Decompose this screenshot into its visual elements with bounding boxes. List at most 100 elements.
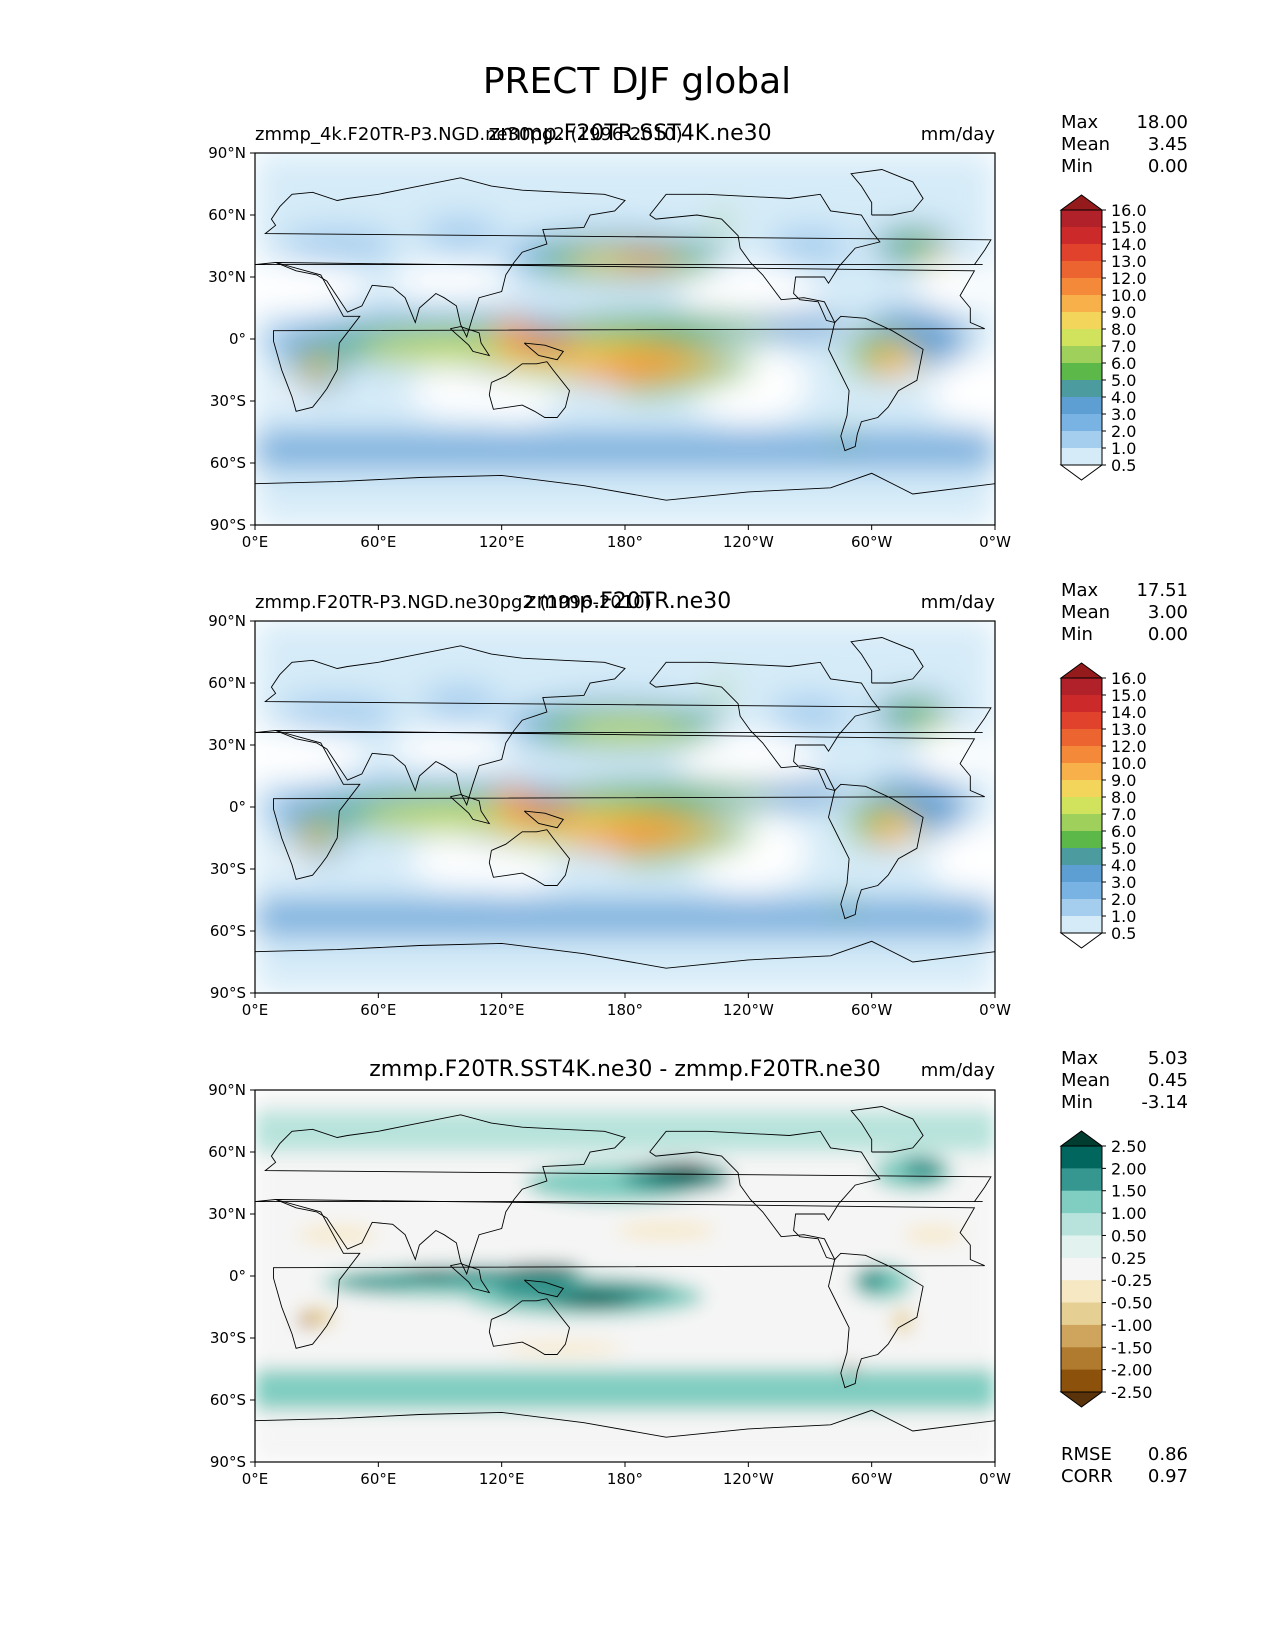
y-tick-label: 60°N <box>208 1143 246 1161</box>
colorbar-label: 8.0 <box>1111 320 1136 339</box>
y-tick-label: 90°S <box>210 516 246 534</box>
colorbar-label: 14.0 <box>1111 235 1147 254</box>
coastlines <box>255 1106 995 1462</box>
stat-label: Max <box>1061 580 1099 601</box>
coastline <box>255 1114 992 1276</box>
precip-region <box>892 1309 913 1334</box>
colorbar-label: 7.0 <box>1111 805 1136 824</box>
error-stats-box: RMSE 0.86 CORR 0.97 <box>1061 1444 1188 1487</box>
x-axis: 0°E 60°E 120°E 180° 120°W 60°W 0°W <box>242 993 1011 1019</box>
colorbar-label: 0.25 <box>1111 1249 1147 1268</box>
coastlines <box>255 637 995 993</box>
colorbar-band <box>1061 712 1102 730</box>
map-field <box>255 1090 995 1462</box>
y-tick-label: 0° <box>229 798 246 816</box>
coastline <box>828 783 924 920</box>
precip-region <box>503 1342 624 1355</box>
stat-value: 5.03 <box>1148 1048 1188 1069</box>
colorbar-label: -0.25 <box>1111 1271 1152 1290</box>
coastline <box>450 326 491 357</box>
colorbar-band <box>1061 1213 1102 1236</box>
colorbar-frame <box>1060 677 1103 934</box>
panel-sst4k: zmmp_4k.F20TR-P3.NGD.ne30pg2 (1996-2010)… <box>208 112 1188 551</box>
precip-region <box>255 727 367 784</box>
colorbar-band <box>1061 1146 1102 1169</box>
colorbar-label: 10.0 <box>1111 286 1147 305</box>
precip-region <box>616 1222 717 1239</box>
colorbar-label: 12.0 <box>1111 737 1147 756</box>
colorbar-label: 2.00 <box>1111 1159 1147 1178</box>
precip-region <box>493 786 530 807</box>
x-tick-label: 180° <box>607 533 643 551</box>
y-tick-label: 60°N <box>208 206 246 224</box>
colorbar-band <box>1061 763 1102 781</box>
precip-region <box>502 1263 583 1276</box>
colorbar-band <box>1061 882 1102 900</box>
x-tick-label: 60°E <box>360 1470 396 1488</box>
colorbar-label: 15.0 <box>1111 218 1147 237</box>
precip-region <box>298 1315 315 1328</box>
difference-map <box>254 1089 996 1463</box>
y-tick-label: 0° <box>229 330 246 348</box>
precip-region <box>493 318 530 339</box>
colorbar-band <box>1061 916 1102 934</box>
diff-region <box>255 1369 995 1411</box>
stat-label: RMSE <box>1061 1444 1112 1465</box>
precip-region <box>929 355 995 426</box>
stat-value: 3.00 <box>1148 602 1188 623</box>
coastline <box>649 193 881 324</box>
colorbar-label: 5.0 <box>1111 371 1136 390</box>
y-axis: 90°N 60°N 30°N 0° 30°S 60°S 90°S <box>208 612 255 1002</box>
stat-value: 18.00 <box>1136 112 1188 133</box>
panel-subtitle-left: zmmp.F20TR-P3.NGD.ne30pg2 (1996-2010) <box>255 592 652 613</box>
y-tick-label: 60°S <box>210 1391 246 1409</box>
colorbar-label: 9.0 <box>1111 303 1136 322</box>
colorbar-band <box>1061 210 1102 228</box>
precip-region <box>615 253 676 268</box>
y-axis: 90°N 60°N 30°N 0° 30°S 60°S 90°S <box>208 144 255 534</box>
stats-box: Max 18.00 Mean 3.45 Min 0.00 <box>1061 112 1188 177</box>
colorbar-extend-top <box>1059 662 1104 679</box>
y-tick-label: 0° <box>229 1267 246 1285</box>
coastline <box>273 262 985 412</box>
colorbar-band <box>1061 414 1102 432</box>
colorbar: 16.015.014.013.012.010.09.08.07.06.05.04… <box>1059 662 1147 949</box>
stat-label: Min <box>1061 1092 1093 1113</box>
panel-title: zmmp.F20TR.ne30 <box>525 589 731 614</box>
colorbar-extend-top <box>1059 194 1104 211</box>
x-tick-label: 60°E <box>360 1001 396 1019</box>
coastline <box>850 169 924 216</box>
colorbar-extend-bottom <box>1059 1391 1104 1408</box>
x-tick-label: 180° <box>607 1470 643 1488</box>
x-tick-label: 0°E <box>242 533 269 551</box>
colorbar-extend-bottom <box>1059 464 1104 481</box>
colorbar-band <box>1061 295 1102 313</box>
precip-region <box>466 847 557 891</box>
stat-label: Mean <box>1061 1070 1110 1091</box>
colorbar-band <box>1061 261 1102 279</box>
colorbar-band <box>1061 448 1102 466</box>
coastline <box>450 794 491 825</box>
colorbar-frame <box>1060 1145 1103 1393</box>
panel-units: mm/day <box>921 1060 996 1081</box>
colorbar-band <box>1061 1257 1102 1281</box>
map-contours <box>255 153 995 525</box>
x-tick-label: 120°W <box>723 533 774 551</box>
precip-region <box>566 347 684 380</box>
panel-control: zmmp.F20TR-P3.NGD.ne30pg2 (1996-2010) zm… <box>208 580 1188 1019</box>
colorbar-band <box>1061 244 1102 262</box>
map-contours <box>255 1090 995 1462</box>
colorbar-label: 4.0 <box>1111 388 1136 407</box>
stat-label: CORR <box>1061 1466 1113 1487</box>
stat-value: 0.00 <box>1148 624 1188 645</box>
precip-region <box>873 361 890 374</box>
colorbar-band <box>1061 312 1102 330</box>
colorbar-label: 8.0 <box>1111 788 1136 807</box>
colorbar: 16.015.014.013.012.010.09.08.07.06.05.04… <box>1059 194 1147 481</box>
stats-box: Max 5.03 Mean 0.45 Min -3.14 <box>1061 1048 1188 1113</box>
colorbar-label: -1.00 <box>1111 1316 1152 1335</box>
colorbar-band <box>1061 1324 1102 1348</box>
colorbar-label: 13.0 <box>1111 720 1147 739</box>
coastline <box>828 1252 924 1389</box>
y-tick-label: 30°N <box>208 736 246 754</box>
